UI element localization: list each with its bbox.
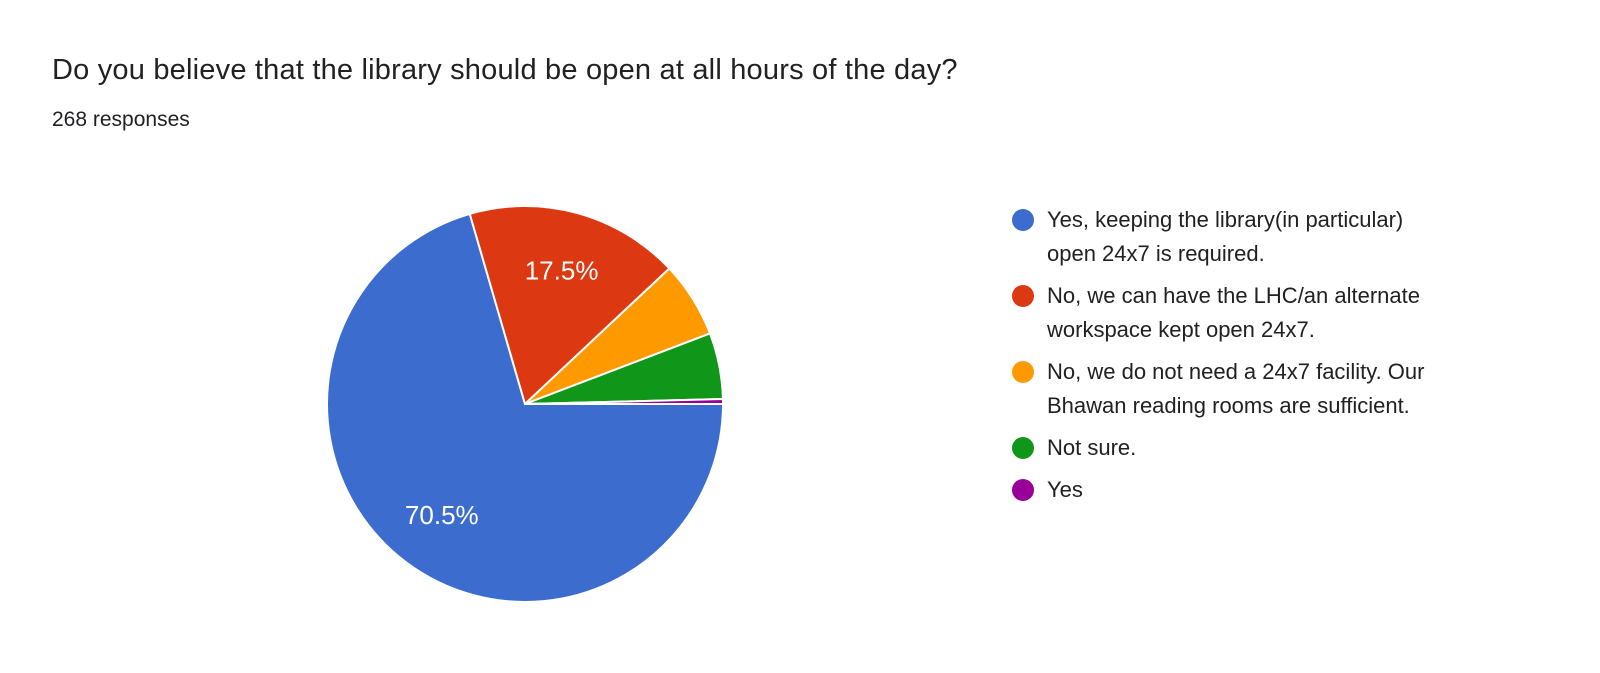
chart-legend: Yes, keeping the library(in particular) … xyxy=(1012,203,1424,507)
legend-swatch-icon xyxy=(1012,437,1034,459)
legend-label: No, we do not need a 24x7 facility. Our … xyxy=(1047,359,1425,418)
pie-slice-4[interactable] xyxy=(524,398,725,405)
pie-chart: 70.5% 17.5% xyxy=(326,205,725,603)
pie-slice-1[interactable] xyxy=(468,205,671,405)
pie-slice-percent-label: 17.5% xyxy=(525,255,599,285)
legend-item-0: Yes, keeping the library(in particular) … xyxy=(1012,203,1424,271)
legend-item-2: No, we do not need a 24x7 facility. Our … xyxy=(1012,355,1424,423)
legend-label: No, we can have the LHC/an alternate wor… xyxy=(1047,283,1421,342)
question-title: Do you believe that the library should b… xyxy=(52,54,958,86)
response-count: 268 responses xyxy=(52,108,190,131)
legend-label: Not sure. xyxy=(1047,435,1137,460)
legend-item-4: Yes xyxy=(1012,473,1424,507)
legend-swatch-icon xyxy=(1012,361,1034,383)
legend-label: Yes, keeping the library(in particular) … xyxy=(1047,207,1404,266)
legend-swatch-icon xyxy=(1012,479,1034,501)
legend-item-3: Not sure. xyxy=(1012,431,1424,465)
pie-slice-0[interactable] xyxy=(326,212,724,603)
legend-label: Yes xyxy=(1047,477,1083,502)
legend-swatch-icon xyxy=(1012,285,1034,307)
legend-item-1: No, we can have the LHC/an alternate wor… xyxy=(1012,279,1424,347)
legend-swatch-icon xyxy=(1012,209,1034,231)
pie-slice-percent-label: 70.5% xyxy=(405,500,479,530)
